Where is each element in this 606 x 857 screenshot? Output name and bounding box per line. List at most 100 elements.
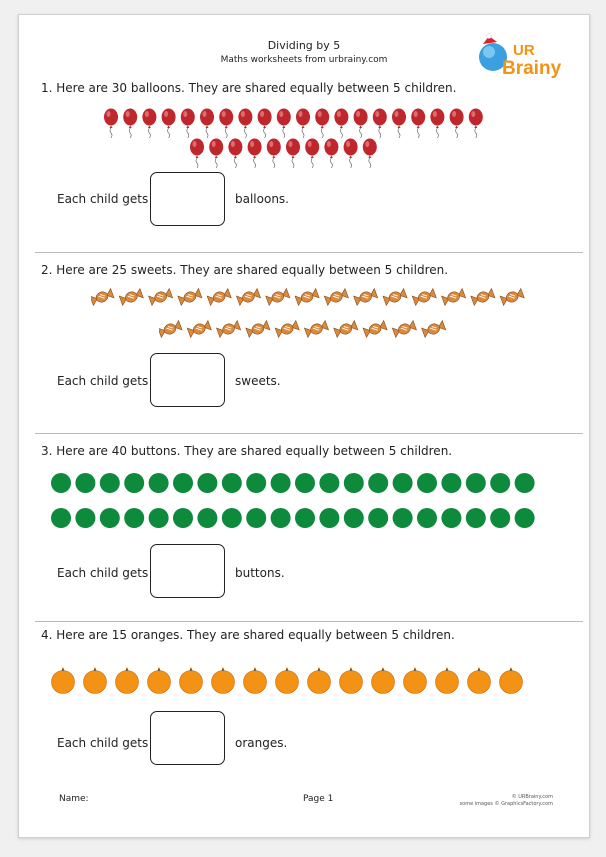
- q2-prefix: Each child gets: [57, 374, 149, 388]
- copyright-credit: © URBrainy.com some images © GraphicsFac…: [460, 794, 553, 808]
- button-icon: [270, 473, 291, 493]
- button-icon: [246, 473, 267, 493]
- sweet-icon: [148, 287, 174, 307]
- q4-answer-box[interactable]: [150, 711, 225, 765]
- balloons-row2-svg: [190, 138, 377, 168]
- sweet-icon: [333, 319, 359, 339]
- orange-icon: [51, 667, 75, 694]
- q1-answer-box[interactable]: [150, 172, 225, 226]
- balloon-icon: [219, 108, 234, 138]
- balloon-icon: [200, 108, 214, 138]
- sweet-icon: [362, 319, 388, 339]
- balloon-icon: [468, 108, 483, 138]
- buttons-row2-svg: [51, 508, 535, 528]
- sweet-icon: [411, 287, 437, 307]
- sweet-icon: [499, 287, 525, 307]
- button-icon: [51, 508, 71, 528]
- button-icon: [417, 508, 437, 528]
- balloon-icon: [180, 108, 195, 138]
- button-icon: [417, 473, 437, 493]
- page-subtitle: Maths worksheets from urbrainy.com: [220, 55, 388, 65]
- name-label: Name:: [59, 794, 89, 804]
- orange-icon: [83, 667, 107, 694]
- balloon-icon: [286, 138, 300, 168]
- balloon-icon: [353, 108, 368, 138]
- orange-icon: [371, 667, 395, 694]
- orange-icon: [243, 667, 267, 694]
- sweet-icon: [294, 287, 320, 307]
- sweet-icon: [177, 287, 203, 307]
- q3-answer-box[interactable]: [150, 544, 225, 598]
- balloon-icon: [228, 138, 243, 168]
- orange-icon: [179, 667, 203, 694]
- balloon-icon: [392, 108, 406, 138]
- sweet-icon: [421, 319, 447, 339]
- sweet-icon: [186, 319, 212, 339]
- separator: [35, 433, 583, 434]
- question-1-text: 1. Here are 30 balloons. They are shared…: [41, 81, 457, 95]
- button-icon: [319, 508, 340, 528]
- balloon-icon: [276, 108, 291, 138]
- sweet-icon: [441, 287, 467, 307]
- button-icon: [441, 473, 462, 493]
- button-icon: [148, 508, 169, 528]
- sweet-icon: [323, 287, 349, 307]
- sweet-icon: [206, 287, 232, 307]
- button-icon: [246, 508, 267, 528]
- button-icon: [173, 508, 193, 528]
- balloon-icon: [123, 108, 138, 138]
- urbrainy-logo: UR Brainy: [479, 33, 562, 79]
- orange-icon: [147, 667, 171, 694]
- orange-icon: [211, 667, 235, 694]
- question-3-text: 3. Here are 40 buttons. They are shared …: [41, 444, 453, 458]
- sweet-icon: [245, 319, 271, 339]
- q1-suffix: balloons.: [235, 192, 289, 206]
- balloons-row1-svg: [104, 108, 483, 138]
- button-icon: [197, 508, 218, 528]
- orange-icon: [467, 667, 491, 694]
- button-icon: [319, 473, 340, 493]
- credit-line-1: © URBrainy.com: [511, 794, 553, 800]
- sweet-icon: [216, 319, 242, 339]
- button-icon: [99, 473, 120, 493]
- button-icon: [392, 473, 413, 493]
- balloon-icon: [362, 138, 377, 168]
- button-icon: [75, 508, 96, 528]
- question-4-text: 4. Here are 15 oranges. They are shared …: [41, 628, 455, 642]
- q3-suffix: buttons.: [235, 566, 285, 580]
- button-icon: [75, 473, 96, 493]
- svg-text:Brainy: Brainy: [502, 58, 562, 79]
- button-row-2: [51, 507, 551, 529]
- orange-icon: [499, 667, 523, 694]
- button-icon: [173, 473, 193, 493]
- button-icon: [368, 508, 389, 528]
- balloon-icon: [209, 138, 224, 168]
- balloon-icon: [257, 108, 272, 138]
- q2-answer-box[interactable]: [150, 353, 225, 407]
- balloon-icon: [315, 108, 330, 138]
- sweet-icon: [235, 287, 262, 307]
- q4-prefix: Each child gets: [57, 736, 149, 750]
- page-title: Dividing by 5: [267, 39, 341, 52]
- button-icon: [148, 473, 169, 493]
- orange-icon: [115, 667, 139, 694]
- balloon-icon: [372, 108, 387, 138]
- button-icon: [368, 473, 389, 493]
- balloon-icon: [305, 138, 320, 168]
- orange-icon: [275, 667, 299, 694]
- orange-row: [51, 667, 541, 695]
- button-icon: [124, 473, 145, 493]
- balloon-icon: [296, 108, 310, 138]
- balloon-icon: [324, 138, 339, 168]
- button-row-1: [51, 472, 551, 494]
- button-icon: [221, 473, 242, 493]
- orange-icon: [339, 667, 363, 694]
- button-icon: [51, 473, 71, 493]
- balloon-icon: [161, 108, 176, 138]
- balloon-icon: [104, 108, 118, 138]
- button-icon: [441, 508, 462, 528]
- credit-line-2: some images © GraphicsFactory.com: [459, 801, 553, 807]
- sweet-icon: [159, 319, 183, 339]
- q1-prefix: Each child gets: [57, 192, 149, 206]
- sweet-icon: [265, 287, 291, 307]
